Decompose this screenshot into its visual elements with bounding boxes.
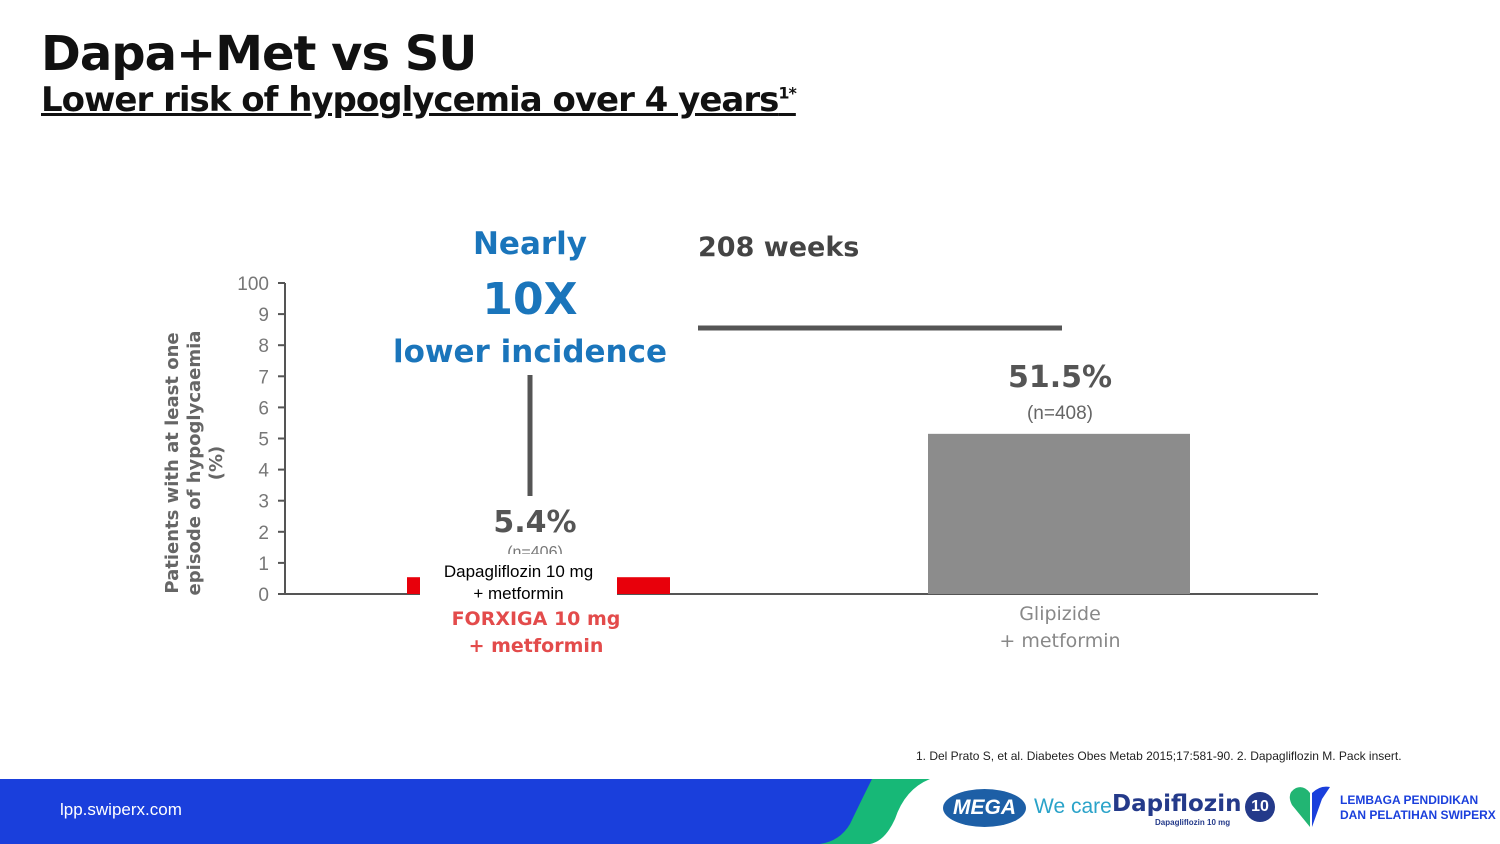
bar-1 [928, 433, 1190, 594]
y-tick-label: 6 [258, 398, 269, 419]
subtitle-footnote: 1* [778, 83, 796, 103]
y-tick-label: 7 [258, 367, 269, 388]
mega-logo: MEGA [943, 789, 1026, 827]
brand-subtitle: Dapagliflozin 10 mg [1155, 818, 1231, 827]
y-tick-label: 9 [258, 305, 269, 326]
page-subtitle: Lower risk of hypoglycemia over 4 years1… [41, 80, 797, 120]
category-glip-line2: + metformin [999, 630, 1121, 652]
y-tick-label: 0 [258, 585, 269, 606]
category-label-dapa: FORXIGA 10 mg + metformin [420, 606, 652, 660]
overlay-label: Dapagliflozin 10 mg + metformin [420, 561, 617, 607]
footer-blue-shape [0, 779, 872, 844]
overlay-line-1: Dapagliflozin 10 mg [443, 562, 594, 581]
overlay-line-2: + metformin [473, 584, 564, 603]
org-line-1: LEMBAGA PENDIDIKAN [1340, 793, 1479, 807]
brand-badge: 10 [1245, 792, 1275, 822]
value-label-dapa: 5.4% [493, 505, 577, 540]
n-label-glipizide: (n=408) [1026, 403, 1094, 424]
duration-label: 208 weeks [698, 232, 860, 263]
callout-lower-incidence: lower incidence [392, 334, 668, 370]
reference-text: 1. Del Prato S, et al. Diabetes Obes Met… [916, 749, 1402, 763]
y-tick-label: 2 [258, 523, 269, 544]
y-tick-label: 1 [258, 554, 269, 575]
footer-url[interactable]: lpp.swiperx.com [60, 800, 182, 819]
y-tick-label: 100 [237, 274, 269, 295]
category-label-glipizide: Glipizide + metformin [960, 601, 1160, 655]
y-axis-label: Patients with at least one episode of hy… [162, 330, 227, 596]
callout-10x: 10X [482, 274, 578, 325]
footer-band [0, 779, 930, 844]
n-label-dapa: (n=406) [507, 544, 563, 554]
y-tick-label: 5 [258, 430, 269, 451]
swiperx-heart-icon [1289, 786, 1330, 827]
subtitle-text: Lower risk of hypoglycemia over 4 years [41, 80, 779, 120]
page-title: Dapa+Met vs SU [41, 26, 477, 82]
brand-name: Dapiflozin [1112, 791, 1242, 817]
y-tick-label: 8 [258, 336, 269, 357]
callout-nearly: Nearly [472, 226, 587, 262]
org-name: LEMBAGA PENDIDIKAN DAN PELATIHAN SWIPERX [1340, 793, 1496, 823]
org-line-2: DAN PELATIHAN SWIPERX [1340, 808, 1496, 822]
category-dapa-line1: FORXIGA 10 mg [451, 608, 621, 630]
category-dapa-line2: + metformin [468, 635, 604, 657]
category-glip-line1: Glipizide [1019, 603, 1101, 625]
value-label-glipizide: 51.5% [1007, 360, 1113, 395]
tagline: We care [1034, 795, 1112, 818]
y-tick-label: 4 [258, 461, 269, 482]
y-tick-label: 3 [258, 492, 269, 513]
